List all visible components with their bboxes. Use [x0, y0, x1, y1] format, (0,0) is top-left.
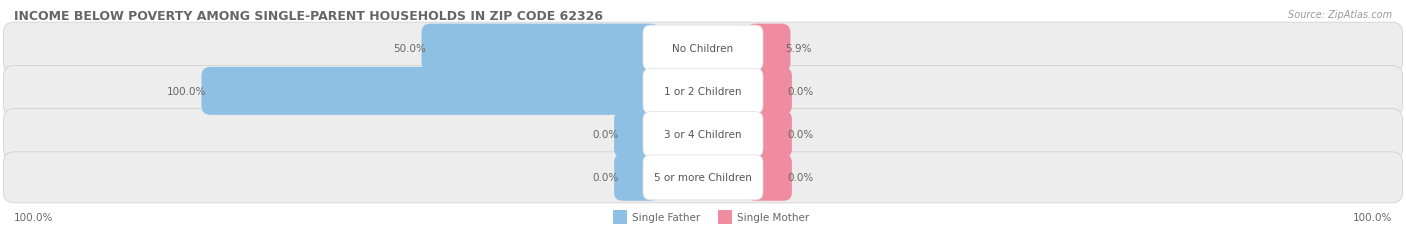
FancyBboxPatch shape — [643, 69, 763, 114]
Text: 100.0%: 100.0% — [1353, 212, 1392, 222]
Text: 3 or 4 Children: 3 or 4 Children — [664, 130, 742, 140]
FancyBboxPatch shape — [201, 68, 659, 115]
FancyBboxPatch shape — [643, 112, 763, 157]
Text: 5 or more Children: 5 or more Children — [654, 173, 752, 182]
FancyBboxPatch shape — [613, 210, 627, 224]
Text: 0.0%: 0.0% — [787, 173, 814, 182]
FancyBboxPatch shape — [3, 109, 1403, 160]
FancyBboxPatch shape — [614, 154, 659, 201]
Text: 0.0%: 0.0% — [787, 86, 814, 97]
FancyBboxPatch shape — [718, 210, 733, 224]
Text: 50.0%: 50.0% — [394, 43, 426, 53]
FancyBboxPatch shape — [3, 66, 1403, 117]
Text: No Children: No Children — [672, 43, 734, 53]
Text: 1 or 2 Children: 1 or 2 Children — [664, 86, 742, 97]
Text: Single Father: Single Father — [633, 212, 700, 222]
FancyBboxPatch shape — [643, 155, 763, 200]
Text: INCOME BELOW POVERTY AMONG SINGLE-PARENT HOUSEHOLDS IN ZIP CODE 62326: INCOME BELOW POVERTY AMONG SINGLE-PARENT… — [14, 10, 603, 23]
Text: 0.0%: 0.0% — [592, 173, 619, 182]
FancyBboxPatch shape — [422, 24, 659, 72]
FancyBboxPatch shape — [614, 111, 659, 158]
Text: 100.0%: 100.0% — [167, 86, 207, 97]
Text: Single Mother: Single Mother — [737, 212, 810, 222]
FancyBboxPatch shape — [643, 26, 763, 71]
FancyBboxPatch shape — [747, 24, 790, 72]
FancyBboxPatch shape — [747, 154, 792, 201]
FancyBboxPatch shape — [3, 23, 1403, 74]
Text: 100.0%: 100.0% — [14, 212, 53, 222]
FancyBboxPatch shape — [3, 152, 1403, 203]
FancyBboxPatch shape — [747, 111, 792, 158]
Text: 0.0%: 0.0% — [592, 130, 619, 140]
Text: 5.9%: 5.9% — [786, 43, 811, 53]
Text: Source: ZipAtlas.com: Source: ZipAtlas.com — [1288, 10, 1392, 20]
Text: 0.0%: 0.0% — [787, 130, 814, 140]
FancyBboxPatch shape — [747, 68, 792, 115]
